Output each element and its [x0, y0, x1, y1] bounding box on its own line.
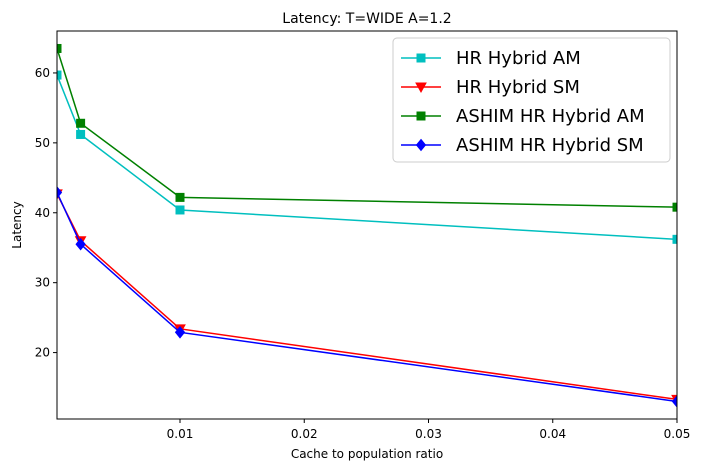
data-point — [671, 395, 677, 408]
y-tick-label: 30 — [35, 276, 50, 290]
x-tick-label: 0.05 — [664, 427, 691, 441]
legend-item: ASHIM HR Hybrid AM — [401, 106, 645, 127]
series-line — [57, 74, 677, 241]
legend-marker — [416, 53, 426, 63]
legend: HR Hybrid AM HR Hybrid SM ASHIM HR Hybrid … — [392, 37, 671, 163]
data-point — [75, 237, 86, 251]
series-line — [57, 192, 677, 403]
data-point — [57, 70, 62, 80]
series-3 — [57, 186, 677, 408]
series-line — [57, 193, 677, 401]
legend-item: ASHIM HR Hybrid SM — [401, 135, 644, 156]
legend-item: HR Hybrid AM — [401, 48, 581, 69]
legend-label: ASHIM HR Hybrid AM — [456, 106, 645, 127]
legend-label: ASHIM HR Hybrid SM — [456, 135, 644, 156]
plot-frame — [56, 30, 678, 420]
legend-item: HR Hybrid SM — [401, 77, 580, 98]
data-point — [57, 186, 63, 199]
data-point — [174, 326, 186, 339]
y-axis: 20 30 40 50 60 — [35, 66, 57, 360]
data-point — [57, 43, 62, 53]
y-axis-label: Latency — [10, 201, 24, 248]
y-tick-label: 20 — [35, 346, 50, 360]
legend-label: HR Hybrid SM — [456, 77, 580, 98]
x-tick-label: 0.01 — [167, 427, 194, 441]
series-0 — [57, 70, 677, 244]
data-point — [672, 234, 677, 244]
data-point — [76, 118, 86, 128]
legend-marker — [415, 82, 427, 94]
legend-label: HR Hybrid AM — [456, 48, 581, 69]
legend-marker — [416, 111, 426, 121]
legend-marker — [415, 138, 427, 152]
legend-box — [392, 37, 671, 163]
series-layer — [57, 43, 677, 408]
x-tick-label: 0.04 — [539, 427, 566, 441]
data-point — [175, 192, 185, 202]
data-point — [672, 202, 677, 212]
series-2 — [57, 43, 677, 212]
x-axis-label: Cache to population ratio — [291, 447, 443, 461]
chart-title: Latency: T=WIDE A=1.2 — [282, 11, 451, 27]
series-1 — [57, 189, 677, 406]
data-point — [76, 129, 86, 139]
y-tick-label: 60 — [35, 66, 50, 80]
x-axis: 0.01 0.02 0.03 0.04 0.05 — [167, 419, 691, 441]
plot-area — [57, 43, 677, 408]
x-tick-label: 0.03 — [415, 427, 442, 441]
x-tick-label: 0.02 — [291, 427, 318, 441]
y-tick-label: 40 — [35, 206, 50, 220]
series-line — [57, 48, 677, 208]
y-tick-label: 50 — [35, 136, 50, 150]
data-point — [175, 205, 185, 215]
